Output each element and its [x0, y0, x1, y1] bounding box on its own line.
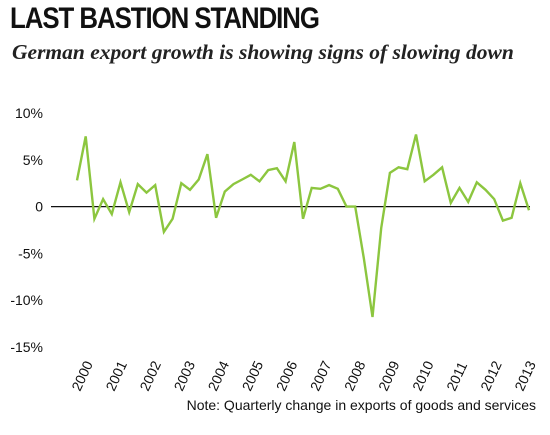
data-point — [450, 202, 452, 204]
data-point — [345, 205, 347, 207]
data-point — [502, 219, 504, 221]
data-point — [102, 198, 104, 200]
data-point — [432, 174, 434, 176]
x-tick-label: 2006 — [273, 358, 301, 393]
data-point — [145, 191, 147, 193]
data-point — [371, 316, 373, 318]
x-tick-label: 2009 — [375, 358, 403, 393]
series-line — [75, 134, 531, 318]
chart-subtitle: German export growth is showing signs of… — [12, 40, 514, 64]
data-point — [267, 169, 269, 171]
data-point — [276, 167, 278, 169]
data-point — [397, 166, 399, 168]
y-tick-label: 5% — [23, 152, 43, 168]
y-tick-label: -5% — [18, 245, 43, 261]
data-point — [476, 181, 478, 183]
data-point — [93, 218, 95, 220]
data-point — [363, 257, 365, 259]
data-point — [319, 188, 321, 190]
x-tick-label: 2012 — [477, 358, 505, 393]
x-tick-label: 2010 — [409, 358, 437, 393]
data-point — [85, 135, 87, 137]
data-point — [354, 205, 356, 207]
data-point — [76, 179, 78, 181]
data-point — [510, 217, 512, 219]
data-point — [232, 183, 234, 185]
data-point — [293, 141, 295, 143]
data-point — [406, 168, 408, 170]
x-tick-label: 2001 — [102, 358, 130, 393]
data-point — [171, 218, 173, 220]
y-tick-label: 0 — [35, 199, 43, 215]
data-point — [311, 187, 313, 189]
data-point — [111, 213, 113, 215]
y-tick-label: -10% — [10, 292, 43, 308]
chart-note: Note: Quarterly change in exports of goo… — [186, 397, 536, 413]
y-axis: 10% 5% 0 -5% -10% -15% — [10, 105, 43, 355]
x-tick-label: 2013 — [511, 358, 539, 393]
data-point — [154, 184, 156, 186]
data-point — [380, 227, 382, 229]
data-point — [302, 218, 304, 220]
data-point — [250, 174, 252, 176]
data-point — [493, 198, 495, 200]
data-point — [215, 217, 217, 219]
data-point — [128, 211, 130, 213]
data-point — [441, 166, 443, 168]
x-tick-label: 2004 — [205, 358, 233, 393]
data-point — [258, 180, 260, 182]
data-point — [484, 189, 486, 191]
x-tick-label: 2011 — [443, 359, 470, 393]
x-tick-label: 2005 — [239, 358, 267, 393]
data-point — [424, 180, 426, 182]
data-point — [119, 181, 121, 183]
data-point — [467, 201, 469, 203]
plot-area — [51, 133, 531, 318]
data-point — [241, 178, 243, 180]
x-tick-label: 2008 — [341, 358, 369, 393]
data-point — [189, 189, 191, 191]
data-point — [415, 133, 417, 135]
data-point — [137, 183, 139, 185]
data-point — [198, 178, 200, 180]
x-tick-label: 2000 — [68, 358, 96, 393]
x-tick-label: 2003 — [170, 358, 198, 393]
x-tick-label: 2007 — [307, 358, 335, 393]
y-tick-label: 10% — [15, 105, 43, 121]
x-tick-label: 2002 — [136, 358, 164, 393]
data-point — [389, 172, 391, 174]
data-point — [519, 182, 521, 184]
data-point — [458, 187, 460, 189]
data-point — [328, 184, 330, 186]
x-axis: 2000 2001 2002 2003 2004 2005 2006 2007 2008 2009… — [68, 358, 539, 393]
data-point — [224, 190, 226, 192]
chart-title: LAST BASTION STANDING — [10, 2, 320, 35]
data-point — [528, 209, 530, 211]
data-point — [163, 231, 165, 233]
data-point — [337, 188, 339, 190]
y-tick-label: -15% — [10, 339, 43, 355]
data-point — [284, 180, 286, 182]
data-point — [180, 182, 182, 184]
data-point — [206, 153, 208, 155]
